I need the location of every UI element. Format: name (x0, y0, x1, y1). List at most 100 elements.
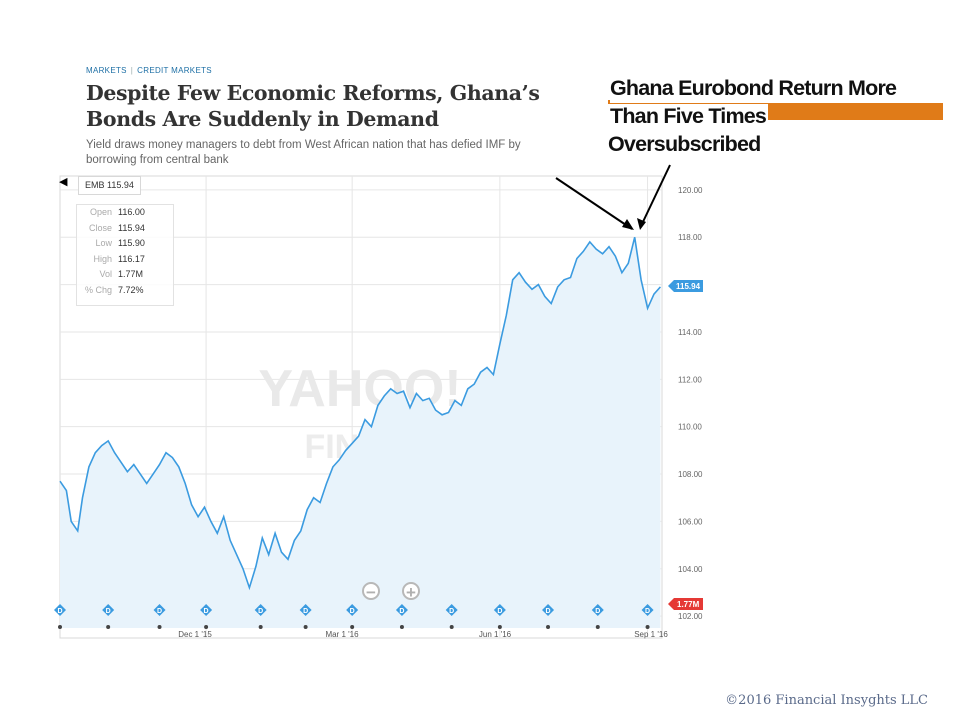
event-dot (497, 625, 502, 629)
ohlc-value: 115.94 (118, 222, 145, 233)
dividend-marker-label: D (303, 608, 308, 615)
event-dot (303, 625, 308, 629)
dividend-marker (346, 604, 359, 616)
y-tick-label: 108.00 (678, 470, 703, 479)
ohlc-row: Vol 1.77M (77, 267, 173, 283)
dividend-marker-label: D (449, 608, 454, 615)
article-subhead: Yield draws money managers to debt from … (86, 139, 521, 166)
ohlc-key: Close (88, 222, 112, 233)
x-tick-label: Sep 1 '16 (634, 630, 668, 639)
y-tick-label: 114.00 (678, 328, 702, 337)
dividend-marker-label: D (258, 608, 263, 615)
ohlc-key: High (93, 253, 112, 264)
dividend-marker (299, 604, 312, 616)
volume-tag (668, 598, 703, 610)
event-dot (58, 625, 62, 629)
zoom-in-button[interactable]: + (402, 582, 420, 601)
y-tick-label: 106.00 (678, 517, 703, 526)
callout-headline: Ghana Eurobond Return More Than Five Tim… (608, 74, 899, 158)
event-dot (645, 625, 650, 629)
ohlc-value: 116.00 (118, 207, 145, 217)
dividend-marker-label: D (645, 608, 650, 615)
dividend-marker (591, 604, 604, 616)
ohlc-row: % Chg 7.72% (77, 283, 173, 299)
y-tick-label: 110.00 (678, 423, 702, 432)
event-dot (546, 625, 551, 629)
event-dot (595, 625, 600, 629)
dividend-marker (54, 604, 66, 616)
callout-line-3: Oversubscribed (608, 132, 761, 156)
dividend-marker-label: D (350, 608, 355, 615)
callout-line-1: Ghana Eurobond Return More (608, 76, 899, 100)
ohlc-panel: Open 116.00 Close 115.94 Low 115.90 High 116… (76, 204, 174, 306)
x-tick-label: Mar 1 '16 (325, 630, 359, 639)
copyright-footer: ©2016 Financial Insyghts LLC (725, 693, 928, 708)
zoom-out-button[interactable]: − (362, 582, 380, 602)
dividend-marker (395, 604, 408, 616)
ohlc-key: Low (95, 238, 112, 248)
dividend-marker-label: D (106, 608, 111, 615)
dividend-marker-label: D (57, 608, 62, 615)
ohlc-key: % Chg (84, 284, 112, 295)
dividend-marker (641, 604, 654, 616)
dividend-marker-label: D (595, 608, 600, 615)
ohlc-value: 115.90 (118, 238, 145, 248)
ohlc-key: Vol (99, 269, 112, 279)
kicker-separator: | (130, 66, 134, 75)
y-tick-label: 104.00 (678, 565, 703, 574)
dividend-marker-label: D (204, 608, 209, 615)
kicker-section[interactable]: MARKETS (86, 66, 127, 75)
dividend-marker-label: D (545, 608, 550, 615)
dividend-marker (153, 604, 166, 616)
ohlc-row: Low 115.90 (77, 236, 173, 252)
last-price-label: 115.94 (676, 282, 701, 291)
x-axis: Dec 1 '15 Mar 1 '16 Jun 1 '16 Sep 1 '16 (178, 630, 668, 639)
annotation-arrowhead-right (637, 218, 646, 230)
ohlc-row: Open 116.00 (77, 205, 173, 221)
ohlc-value: 1.77M (118, 269, 144, 279)
ohlc-value: 116.17 (118, 253, 145, 264)
event-dot (350, 625, 355, 629)
event-dot (106, 625, 111, 629)
dividend-marker (493, 604, 506, 616)
event-dot (157, 625, 162, 629)
last-price-tag (668, 280, 703, 292)
ohlc-row: High 116.17 (77, 252, 173, 268)
dividend-marker-label: D (497, 608, 502, 615)
ohlc-value: 7.72% (118, 284, 144, 295)
dividend-marker (254, 604, 267, 616)
y-tick-label: 112.00 (678, 375, 702, 384)
callout-line-2: Than Five Times (608, 104, 769, 128)
minus-icon: − (366, 583, 376, 602)
chevron-left-icon[interactable]: ◀ (59, 176, 68, 188)
article-headline: Despite Few Economic Reforms, Ghana’s Bo… (86, 81, 540, 131)
y-tick-label: 118.00 (678, 233, 702, 242)
price-tags: 115.94 1.77M (668, 280, 703, 610)
dividend-marker (200, 604, 213, 616)
article-kicker: MARKETS | CREDIT MARKETS (86, 66, 586, 75)
y-tick-label: 102.00 (678, 612, 703, 621)
volume-label: 1.77M (677, 600, 700, 609)
y-axis: 120.00118.00116.00114.00112.00110.00108.… (678, 186, 703, 621)
x-tick-label: Jun 1 '16 (479, 630, 512, 639)
y-tick-label: 120.00 (678, 186, 703, 195)
annotation-arrowhead-left (622, 219, 634, 230)
event-dot (449, 625, 454, 629)
event-dot (204, 625, 209, 629)
dividend-marker (102, 604, 115, 616)
kicker-subsection[interactable]: CREDIT MARKETS (137, 66, 212, 75)
annotation-arrows (555, 164, 671, 230)
dividend-marker (542, 604, 555, 616)
price-line (59, 237, 661, 591)
dividend-marker (445, 604, 458, 616)
event-dot (399, 625, 404, 629)
ohlc-row: Close 115.94 (77, 221, 173, 237)
x-tick-label: Dec 1 '15 (178, 630, 212, 639)
annotation-arrow-right (640, 164, 671, 227)
dividend-marker-label: D (157, 608, 162, 615)
article-header: MARKETS | CREDIT MARKETS Despite Few Econo… (86, 66, 586, 168)
ticker-label[interactable]: EMB 115.94 (78, 176, 141, 195)
annotation-arrow-left (555, 177, 633, 230)
